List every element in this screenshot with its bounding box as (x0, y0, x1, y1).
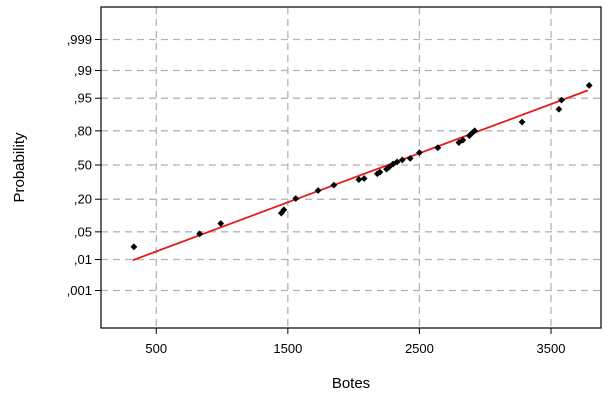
plot-frame (100, 6, 602, 329)
data-point (130, 243, 138, 251)
data-point (355, 176, 363, 183)
data-point (314, 187, 322, 194)
x-axis-ticks: 500 1500 2500 3500 (145, 328, 565, 356)
y-tick-label: ,01 (74, 252, 92, 267)
data-point (385, 163, 393, 171)
y-tick-label: ,999 (67, 32, 92, 47)
data-points (130, 82, 593, 251)
data-point (196, 230, 204, 238)
data-point (585, 82, 593, 89)
grid-lines (101, 7, 601, 328)
x-tick-label: 1500 (273, 341, 302, 356)
data-point (558, 96, 565, 104)
y-axis-title: Probability (11, 132, 28, 203)
data-point (360, 175, 368, 182)
fit-line (132, 89, 589, 262)
data-point (330, 181, 338, 189)
y-tick-label: ,05 (74, 224, 92, 239)
data-point (393, 158, 401, 166)
data-point (459, 136, 467, 144)
data-point (471, 127, 479, 135)
data-point (434, 144, 442, 152)
fit-line-group (132, 89, 589, 262)
data-point (518, 118, 526, 126)
data-point (406, 154, 414, 162)
data-point (376, 168, 384, 176)
x-tick-label: 2500 (405, 341, 434, 356)
y-tick-label: ,20 (74, 192, 92, 207)
x-tick-label: 3500 (537, 341, 566, 356)
data-point (555, 105, 563, 113)
y-tick-label: ,95 (74, 91, 92, 106)
x-tick-label: 500 (145, 341, 167, 356)
data-point (416, 149, 423, 157)
data-point (398, 156, 406, 164)
data-point (292, 195, 300, 202)
y-tick-label: ,50 (74, 158, 92, 173)
y-tick-label: ,001 (67, 283, 92, 298)
data-point (373, 170, 381, 178)
data-point (280, 206, 288, 214)
y-tick-label: ,99 (74, 63, 92, 78)
y-axis-ticks: ,001 ,01 ,05 ,20 ,50 ,80 ,95 ,99 ,999 (67, 32, 101, 298)
y-tick-label: ,80 (74, 123, 92, 138)
x-axis-title: Botes (332, 375, 370, 392)
data-point (217, 220, 225, 227)
